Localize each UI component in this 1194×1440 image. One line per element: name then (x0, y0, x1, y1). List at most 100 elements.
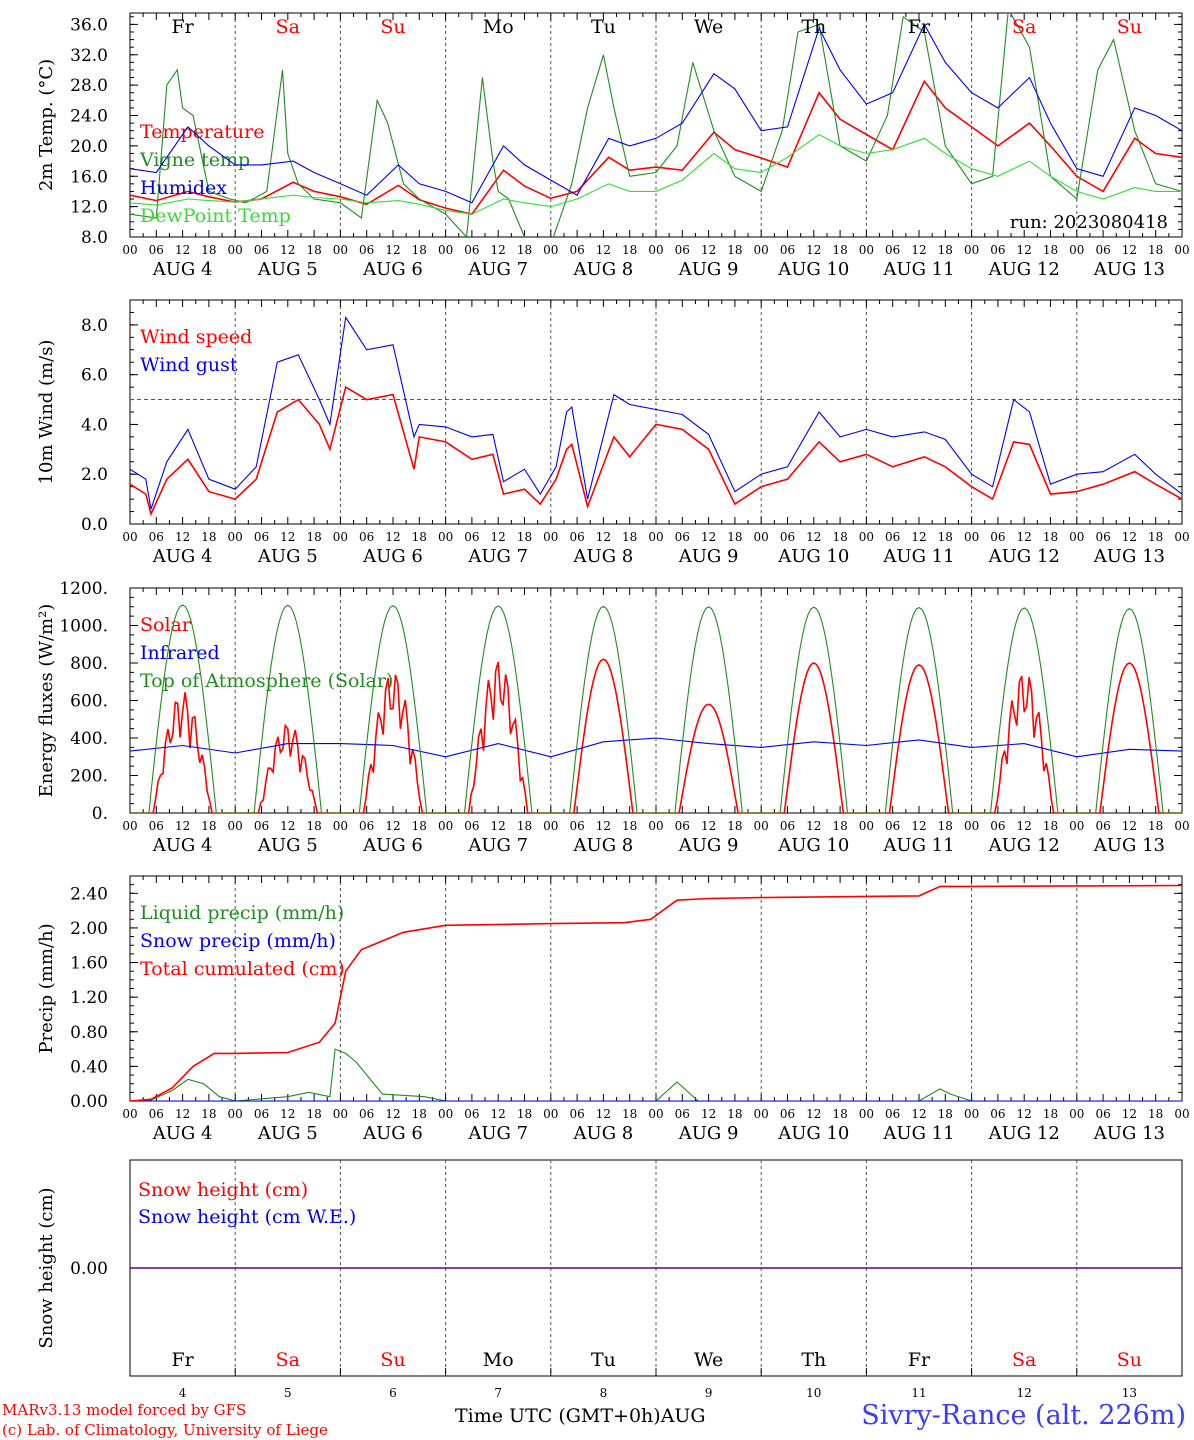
date-label: AUG 7 (467, 259, 528, 280)
y-tick-label: 1.20 (70, 988, 108, 1008)
y-tick-label: 8.0 (81, 228, 108, 248)
day-number: 9 (705, 1386, 713, 1400)
weekday-label: Sa (1012, 1349, 1036, 1371)
hour-tick-label: 00 (228, 243, 243, 257)
y-tick-label: 2.0 (81, 465, 108, 485)
hour-tick-label: 18 (727, 1107, 742, 1121)
hour-tick-label: 12 (1122, 530, 1137, 544)
hour-tick-label: 06 (569, 819, 584, 833)
hour-tick-label: 00 (543, 1107, 558, 1121)
hour-tick-label: 00 (543, 243, 558, 257)
weekday-label: Fr (908, 1349, 931, 1371)
hour-tick-label: 06 (675, 1107, 690, 1121)
hour-tick-label: 06 (780, 819, 795, 833)
date-label: AUG 8 (573, 1123, 634, 1144)
y-tick-label: 24.0 (70, 107, 108, 127)
hour-tick-label: 06 (1095, 819, 1110, 833)
y-tick-label: 200. (70, 767, 108, 787)
date-label: AUG 11 (882, 835, 954, 856)
hour-tick-label: 00 (964, 530, 979, 544)
hour-tick-label: 00 (964, 243, 979, 257)
hour-tick-label: 06 (675, 819, 690, 833)
date-label: AUG 13 (1093, 1123, 1165, 1144)
hour-tick-label: 12 (491, 819, 506, 833)
series-line-0 (130, 79, 1182, 216)
date-label: AUG 5 (257, 546, 318, 567)
date-label: AUG 12 (988, 1123, 1060, 1144)
hour-tick-label: 00 (438, 1107, 453, 1121)
hour-tick-label: 18 (1043, 243, 1058, 257)
hour-tick-label: 18 (727, 530, 742, 544)
hour-tick-label: 06 (780, 1107, 795, 1121)
hour-tick-label: 00 (1174, 243, 1189, 257)
series-line-2 (132, 604, 1182, 813)
hour-tick-label: 00 (333, 1107, 348, 1121)
hour-tick-label: 18 (938, 530, 953, 544)
date-label: AUG 7 (467, 1123, 528, 1144)
hour-tick-label: 18 (201, 243, 216, 257)
date-label: AUG 8 (573, 546, 634, 567)
hour-tick-label: 18 (938, 243, 953, 257)
hour-tick-label: 06 (569, 1107, 584, 1121)
day-number: 7 (494, 1386, 502, 1400)
hour-tick-label: 06 (990, 530, 1005, 544)
date-label: AUG 4 (152, 546, 213, 567)
hour-tick-label: 00 (438, 530, 453, 544)
hour-tick-label: 18 (1043, 1107, 1058, 1121)
hour-tick-label: 00 (1174, 819, 1189, 833)
legend-entry: Wind gust (140, 354, 238, 376)
hour-tick-label: 00 (964, 819, 979, 833)
hour-tick-label: 00 (1069, 1107, 1084, 1121)
hour-tick-label: 12 (385, 819, 400, 833)
y-tick-label: 0. (92, 804, 108, 824)
day-number: 5 (284, 1386, 292, 1400)
hour-tick-label: 18 (306, 819, 321, 833)
y-tick-label: 2.00 (70, 919, 108, 939)
y-tick-label: 28.0 (70, 76, 108, 96)
hour-tick-label: 00 (859, 530, 874, 544)
hour-tick-label: 12 (491, 243, 506, 257)
hour-tick-label: 06 (885, 1107, 900, 1121)
hour-tick-label: 00 (1174, 1107, 1189, 1121)
weekday-label: Th (801, 16, 826, 38)
hour-tick-label: 00 (1069, 530, 1084, 544)
weekday-label: Fr (171, 1349, 194, 1371)
date-label: AUG 6 (362, 1123, 423, 1144)
hour-tick-label: 12 (701, 819, 716, 833)
y-axis-label: 2m Temp. (°C) (36, 59, 57, 191)
hour-tick-label: 06 (569, 530, 584, 544)
hour-tick-label: 00 (754, 819, 769, 833)
hour-tick-label: 12 (491, 530, 506, 544)
hour-tick-label: 00 (122, 819, 137, 833)
date-label: AUG 6 (362, 835, 423, 856)
hour-tick-label: 06 (254, 1107, 269, 1121)
date-label: AUG 13 (1093, 546, 1165, 567)
hour-tick-label: 18 (938, 1107, 953, 1121)
day-number: 4 (179, 1386, 187, 1400)
weekday-label: Sa (276, 1349, 300, 1371)
weekday-label: Su (380, 16, 405, 38)
series-line-2 (130, 23, 1182, 204)
weekday-label: Su (380, 1349, 405, 1371)
hour-tick-label: 18 (412, 1107, 427, 1121)
date-label: AUG 10 (777, 259, 849, 280)
weekday-label: Sa (276, 16, 300, 38)
hour-tick-label: 18 (1148, 243, 1163, 257)
hour-tick-label: 06 (359, 243, 374, 257)
legend-entry: Snow height (cm W.E.) (138, 1206, 356, 1228)
y-tick-label: 12.0 (70, 198, 108, 218)
hour-tick-label: 12 (1122, 1107, 1137, 1121)
hour-tick-label: 12 (175, 819, 190, 833)
hour-tick-label: 00 (333, 819, 348, 833)
hour-tick-label: 18 (517, 819, 532, 833)
hour-tick-label: 12 (280, 243, 295, 257)
legend-entry: Infrared (140, 642, 220, 664)
panel-frame (129, 587, 1183, 814)
hour-tick-label: 18 (412, 243, 427, 257)
hour-tick-label: 06 (1095, 1107, 1110, 1121)
date-label: AUG 6 (362, 546, 423, 567)
hour-tick-label: 06 (990, 819, 1005, 833)
hour-tick-label: 18 (412, 819, 427, 833)
y-tick-label: 0.40 (70, 1057, 108, 1077)
